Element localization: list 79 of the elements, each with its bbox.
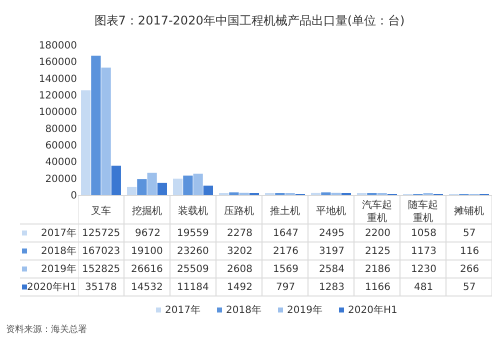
data-label: 266	[460, 264, 480, 275]
data-label: 26616	[131, 264, 163, 275]
data-label: 1166	[365, 282, 390, 293]
data-label: 125725	[82, 228, 120, 239]
x-tick-label: 随车起重机	[408, 199, 438, 224]
data-label: 3197	[319, 246, 344, 257]
data-label: 1569	[273, 264, 298, 275]
x-tick-label: 装载机	[178, 205, 208, 217]
legend-label: 2020年H1	[27, 281, 76, 293]
y-tick-label: 160000	[38, 57, 77, 68]
data-label: 2176	[273, 246, 298, 257]
data-label: 19100	[131, 246, 163, 257]
bar	[193, 174, 203, 195]
data-label: 2608	[227, 264, 252, 275]
data-label: 481	[414, 282, 434, 293]
data-label: 57	[463, 282, 476, 293]
y-tick-label: 0	[70, 190, 77, 202]
text: 2018年	[226, 305, 262, 316]
data-label: 23260	[177, 246, 209, 257]
y-tick-label: 180000	[38, 40, 77, 52]
text: 2017年	[165, 305, 200, 316]
x-tick-label: 汽车起重机	[362, 199, 392, 224]
text: 2019年	[287, 305, 322, 316]
data-label: 2186	[365, 264, 390, 275]
data-label: 2278	[227, 228, 252, 239]
data-label: 2125	[365, 246, 390, 257]
data-label: 1492	[227, 282, 252, 293]
data-label: 1283	[319, 282, 344, 293]
legend-label: 2019年	[41, 263, 76, 275]
data-label: 19559	[177, 228, 209, 239]
bar	[321, 192, 331, 195]
y-tick-label: 140000	[38, 74, 77, 85]
bar	[101, 68, 111, 195]
data-label: 1058	[411, 228, 436, 239]
data-label: 2584	[319, 264, 344, 275]
x-tick-label: 平地机	[316, 205, 346, 217]
bar	[127, 186, 137, 195]
data-label: 25509	[177, 264, 209, 275]
data-label: 1647	[273, 228, 298, 239]
text: 2020年H1	[348, 305, 398, 316]
data-label: 9672	[135, 228, 160, 239]
data-label: 797	[276, 282, 296, 293]
bar	[183, 176, 193, 195]
x-tick-label: 推土机	[270, 205, 300, 217]
y-tick-label: 60000	[45, 140, 77, 152]
data-label: 11184	[177, 282, 209, 293]
legend-label: 2018年	[41, 245, 76, 257]
y-tick-label: 20000	[45, 174, 77, 185]
legend-label: 2017年	[41, 227, 76, 239]
data-label: 152825	[82, 264, 120, 275]
bar	[91, 56, 101, 195]
y-tick-label: 120000	[38, 90, 77, 102]
data-label: 116	[460, 246, 480, 257]
data-label: 1173	[411, 246, 436, 257]
bar	[203, 186, 213, 195]
data-label: 57	[463, 228, 476, 239]
bar	[173, 178, 183, 195]
bar	[137, 179, 147, 195]
data-label: 3202	[227, 246, 252, 257]
text: 资料来源：海关总署	[6, 324, 87, 335]
bar	[81, 90, 91, 195]
data-label: 14532	[131, 282, 163, 293]
data-label: 2495	[319, 228, 344, 239]
x-tick-label: 挖掘机	[132, 205, 162, 217]
x-tick-label: 摊铺机	[454, 205, 484, 217]
y-tick-label: 40000	[45, 157, 77, 168]
data-label: 35178	[85, 282, 117, 293]
bar	[229, 192, 239, 195]
x-tick-label: 压路机	[224, 205, 254, 217]
bar	[147, 172, 157, 195]
x-tick-label: 叉车	[91, 205, 111, 217]
data-label: 2200	[365, 228, 390, 239]
bar	[111, 166, 121, 195]
chart-title: 图表7：2017-2020年中国工程机械产品出口量(单位：台)	[94, 14, 405, 28]
data-label: 167023	[82, 246, 120, 257]
data-label: 1230	[411, 264, 436, 275]
y-tick-label: 80000	[45, 124, 77, 135]
bar	[157, 182, 167, 195]
y-tick-label: 100000	[38, 107, 77, 118]
